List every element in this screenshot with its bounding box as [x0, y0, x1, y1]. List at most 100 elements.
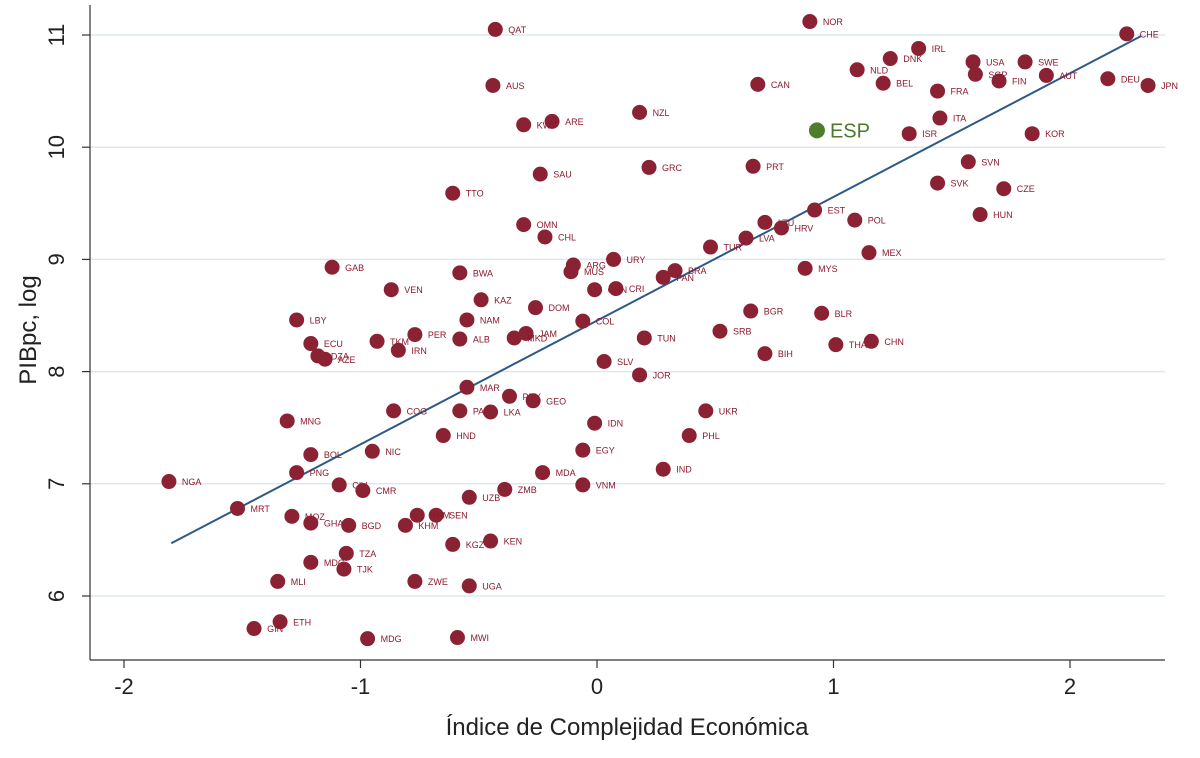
- point-label: ETH: [293, 617, 311, 627]
- point-label: TJK: [357, 565, 373, 575]
- data-point: TTO: [445, 185, 484, 201]
- data-point: EST: [807, 202, 846, 218]
- y-tick-label-9: 9: [44, 253, 69, 265]
- point-marker: [861, 245, 877, 261]
- data-point: HUN: [972, 207, 1013, 223]
- point-label: IDN: [608, 419, 624, 429]
- point-label: LKA: [504, 407, 521, 417]
- data-point: DEU: [1100, 71, 1140, 87]
- point-label: TZA: [359, 549, 376, 559]
- point-label: MNG: [300, 416, 321, 426]
- point-label: MDA: [556, 468, 576, 478]
- point-label: SAU: [553, 170, 572, 180]
- point-label: CHL: [558, 232, 576, 242]
- point-label: MAR: [480, 383, 501, 393]
- data-point: MDG: [360, 631, 402, 647]
- point-marker: [587, 282, 603, 298]
- point-marker: [461, 578, 477, 594]
- data-point: AZE: [317, 351, 356, 367]
- data-point: PRT: [745, 158, 784, 174]
- point-marker: [516, 117, 532, 133]
- point-label: CHN: [884, 337, 904, 347]
- point-marker: [459, 312, 475, 328]
- point-marker: [667, 263, 683, 279]
- point-marker: [284, 508, 300, 524]
- point-marker: [289, 312, 305, 328]
- data-point: FRA: [930, 83, 969, 99]
- point-label: NIC: [385, 447, 401, 457]
- data-point: TJK: [336, 561, 373, 577]
- point-label: BGR: [764, 307, 784, 317]
- data-point: TZA: [338, 545, 376, 561]
- data-point: UZB: [461, 489, 500, 505]
- point-label: HND: [456, 431, 476, 441]
- point-label: MRT: [251, 504, 271, 514]
- point-label: BEL: [896, 79, 913, 89]
- point-marker: [587, 415, 603, 431]
- data-point: MOZ: [284, 508, 325, 524]
- data-point: THA: [828, 337, 867, 353]
- point-marker: [338, 545, 354, 561]
- point-label: MOZ: [305, 512, 325, 522]
- data-point: IDN: [587, 415, 624, 431]
- point-marker: [452, 403, 468, 419]
- data-point: ISR: [901, 126, 938, 142]
- point-label: MKD: [527, 333, 548, 343]
- point-marker: [750, 76, 766, 92]
- point-marker: [272, 614, 288, 630]
- point-marker: [246, 621, 262, 637]
- point-marker: [608, 281, 624, 297]
- point-label: CRI: [629, 284, 645, 294]
- point-marker: [996, 181, 1012, 197]
- point-label: ZWE: [428, 577, 448, 587]
- point-marker: [449, 630, 465, 646]
- point-marker: [452, 331, 468, 347]
- axis-layer: 6 7 8 9 10 11 -2 -1 0 1 2: [44, 5, 1165, 699]
- point-marker: [390, 342, 406, 358]
- point-marker: [270, 573, 286, 589]
- data-point: BWA: [452, 265, 493, 281]
- point-marker: [289, 465, 305, 481]
- point-marker: [802, 14, 818, 30]
- y-axis-title: PIBpc, log: [15, 275, 42, 384]
- data-point: HND: [435, 428, 476, 444]
- point-marker: [445, 536, 461, 552]
- data-point: ITA: [932, 110, 966, 126]
- point-marker: [757, 214, 773, 230]
- point-marker: [407, 327, 423, 343]
- y-tick-label-8: 8: [44, 365, 69, 377]
- data-point: JAM: [518, 325, 557, 341]
- point-label: ALB: [473, 335, 490, 345]
- data-point: BLR: [814, 305, 853, 321]
- data-point: KOR: [1024, 126, 1065, 142]
- point-label: POL: [868, 216, 886, 226]
- point-marker: [435, 428, 451, 444]
- highlight-marker: [808, 122, 825, 139]
- point-marker: [336, 561, 352, 577]
- point-label: AUT: [1059, 71, 1078, 81]
- point-marker: [849, 62, 865, 78]
- x-tick-label-0: 0: [591, 674, 603, 699]
- point-label: ARG: [586, 261, 606, 271]
- point-label: GEO: [546, 396, 566, 406]
- data-point: CMR: [355, 483, 397, 499]
- point-label: UGA: [482, 581, 502, 591]
- point-label: MUS: [584, 267, 604, 277]
- point-marker: [632, 367, 648, 383]
- data-point: MDA: [535, 465, 576, 481]
- point-label: GIN: [267, 624, 283, 634]
- data-point: AUS: [485, 77, 524, 93]
- data-point: BIH: [757, 346, 793, 362]
- data-point: KWT: [516, 117, 557, 133]
- point-label: JAM: [539, 329, 557, 339]
- point-label: CAN: [771, 80, 790, 90]
- point-label: HUN: [993, 210, 1013, 220]
- x-axis-title: Índice de Complejidad Económica: [446, 714, 810, 741]
- data-point: USA: [965, 54, 1005, 70]
- point-label: SRB: [733, 327, 752, 337]
- x-tick-label-1: 1: [827, 674, 839, 699]
- point-marker: [161, 474, 177, 490]
- point-marker: [303, 447, 319, 463]
- data-point: SEN: [428, 507, 468, 523]
- point-label: IRL: [932, 44, 946, 54]
